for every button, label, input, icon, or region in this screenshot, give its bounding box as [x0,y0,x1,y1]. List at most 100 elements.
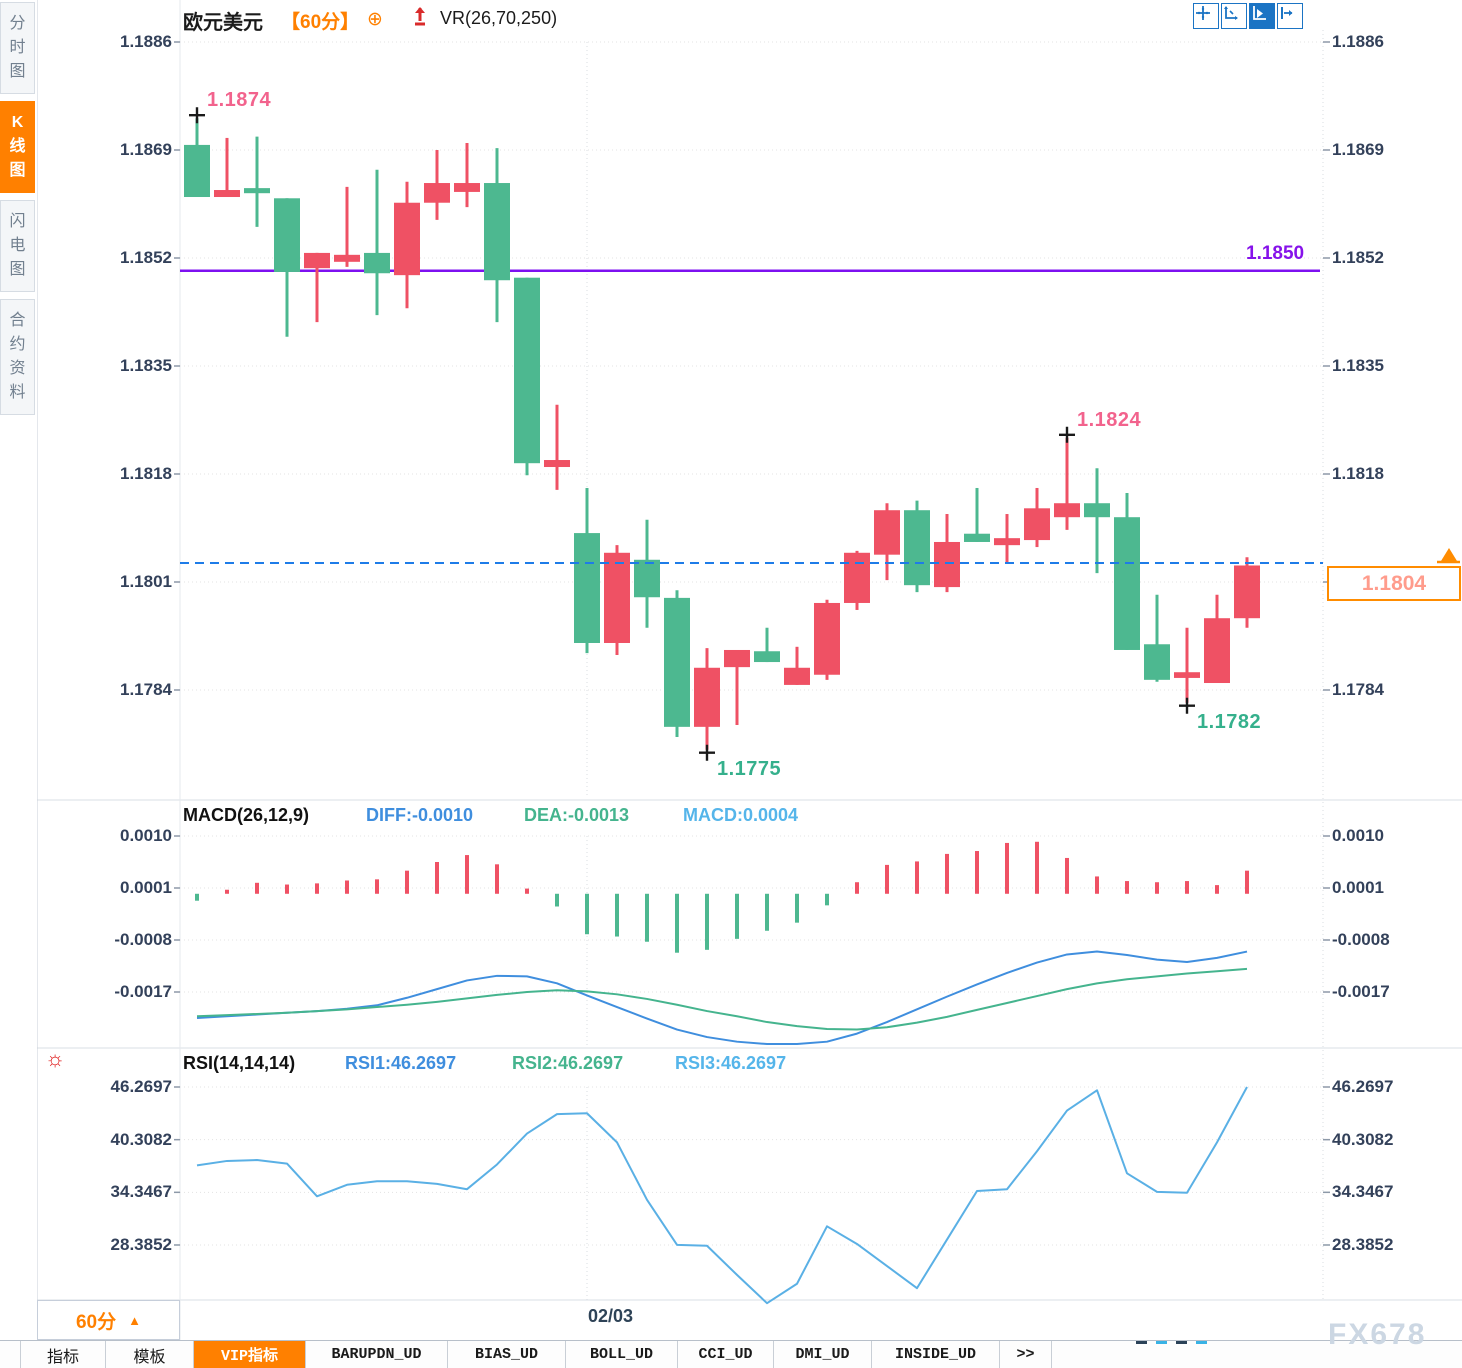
macd-header-name: MACD(26,12,9) [183,805,310,825]
tab-boll_ud[interactable]: BOLL_UD [566,1341,678,1368]
rsi-line [196,1086,1248,1305]
rsi-axis-label-left: 28.3852 [110,1234,172,1254]
candle-33 [1144,644,1170,680]
price-axis-label-left: 1.1818 [120,464,172,483]
rsi-axis-label-right: 46.2697 [1332,1077,1394,1096]
candle-34 [1174,672,1200,678]
tab-inside_ud[interactable]: INSIDE_UD [872,1341,1000,1368]
sidebar-item-0[interactable]: 分时图 [0,2,35,94]
candle-15 [604,552,630,643]
circled-plus-icon[interactable]: ⊕ [367,9,383,30]
rsi-sun-icon[interactable]: ☼ [45,1046,66,1071]
period-up-triangle-icon: ▲ [128,1312,141,1328]
price-axis-label-left: 1.1869 [120,140,172,159]
tab-dmi_ud[interactable]: DMI_UD [774,1341,872,1368]
x-axis-date-label: 02/03 [588,1306,634,1326]
rsi-axis-label-right: 40.3082 [1332,1129,1394,1149]
rsi-header-name: RSI(14,14,14) [183,1053,296,1073]
macd-axis-label-right: -0.0008 [1332,930,1390,949]
play-axes-icon[interactable] [1249,3,1275,29]
macd-dea-line [196,967,1248,1031]
candle-28 [994,538,1020,546]
candle-13 [544,460,570,468]
macd-header-diff: DIFF:-0.0010 [366,805,474,825]
macd-axis-label-left: 0.0010 [120,826,172,845]
tab--[interactable]: 模板 [106,1341,194,1368]
rsi-axis-label-left: 46.2697 [110,1077,172,1096]
watermark: FX678 [1328,1318,1427,1351]
price-axis-label-right: 1.1784 [1332,680,1384,699]
tab-cci_ud[interactable]: CCI_UD [678,1341,774,1368]
tab--[interactable]: 指标 [20,1341,106,1368]
price-axis-label-left: 1.1801 [120,572,172,591]
price-axis-label-right: 1.1818 [1332,464,1384,483]
high-price-annotation: 1.1824 [1077,408,1142,431]
macd-axis-label-left: -0.0008 [114,930,172,949]
sidebar-item-3[interactable]: 合约资料 [0,299,35,415]
candle-29 [1024,508,1050,541]
rsi-header-rsi1: RSI1:46.2697 [345,1053,457,1073]
candle-24 [874,510,900,555]
rsi-header-rsi2: RSI2:46.2697 [512,1053,624,1073]
candle-10 [454,183,480,192]
candle-26 [934,541,960,588]
candle-6 [334,254,360,262]
scale-axes-icon[interactable] [1221,3,1247,29]
candle-9 [424,183,450,203]
price-axis-label-left: 1.1886 [120,32,172,51]
candle-16 [634,559,660,598]
candle-36 [1234,565,1260,619]
rsi-axis-label-left: 40.3082 [110,1129,172,1149]
candle-14 [574,533,600,643]
candle-12 [514,277,540,464]
low-price-annotation: 1.1775 [717,757,782,780]
period-selector[interactable]: 60分 ▲ [37,1300,180,1340]
sidebar-item-2[interactable]: 闪电图 [0,200,35,292]
price-axis-label-left: 1.1784 [120,680,172,699]
macd-axis-label-right: 0.0010 [1332,826,1384,845]
symbol-period: 【60分】 [281,12,360,33]
vr-indicator-label: VR(26,70,250) [440,8,558,28]
symbol-title: 欧元美元 [183,12,263,34]
candle-3 [244,188,270,194]
candle-8 [394,202,420,276]
extreme-plus-marker [1179,697,1195,714]
candle-27 [964,533,990,542]
price-axis-label-right: 1.1869 [1332,140,1384,159]
tab-barupdn_ud[interactable]: BARUPDN_UD [306,1341,448,1368]
macd-axis-label-right: -0.0017 [1332,982,1390,1001]
candle-20 [754,651,780,663]
collapse-panel-icon[interactable] [1277,3,1303,29]
candle-25 [904,510,930,586]
candle-1 [184,144,210,198]
macd-axis-label-left: -0.0017 [114,982,172,1001]
candle-32 [1114,517,1140,650]
candle-7 [364,252,390,274]
move-crosshair-icon[interactable] [1193,3,1219,29]
rsi-axis-label-left: 34.3467 [110,1182,172,1202]
candle-11 [484,183,510,281]
candle-23 [844,552,870,603]
price-axis-label-right: 1.1852 [1332,248,1384,267]
macd-axis-label-left: 0.0001 [120,878,172,897]
resistance-price-label: 1.1850 [1246,243,1305,264]
rsi-header-rsi3: RSI3:46.2697 [675,1053,787,1073]
candle-31 [1084,503,1110,518]
price-axis-label-left: 1.1835 [120,356,172,375]
candle-4 [274,198,300,272]
price-axis-label-right: 1.1886 [1332,32,1384,51]
macd-axis-label-right: 0.0001 [1332,878,1384,897]
tab-bias_ud[interactable]: BIAS_UD [448,1341,566,1368]
macd-header-macd: MACD:0.0004 [683,805,799,825]
macd-diff-line [196,950,1248,1045]
candle-18 [694,667,720,727]
tab-vip-[interactable]: VIP指标 [194,1341,306,1368]
price-axis-label-left: 1.1852 [120,248,172,267]
tab->>[interactable]: >> [1000,1341,1052,1368]
macd-header-dea: DEA:-0.0013 [524,805,630,825]
current-price-tag: 1.1804 [1327,566,1461,601]
